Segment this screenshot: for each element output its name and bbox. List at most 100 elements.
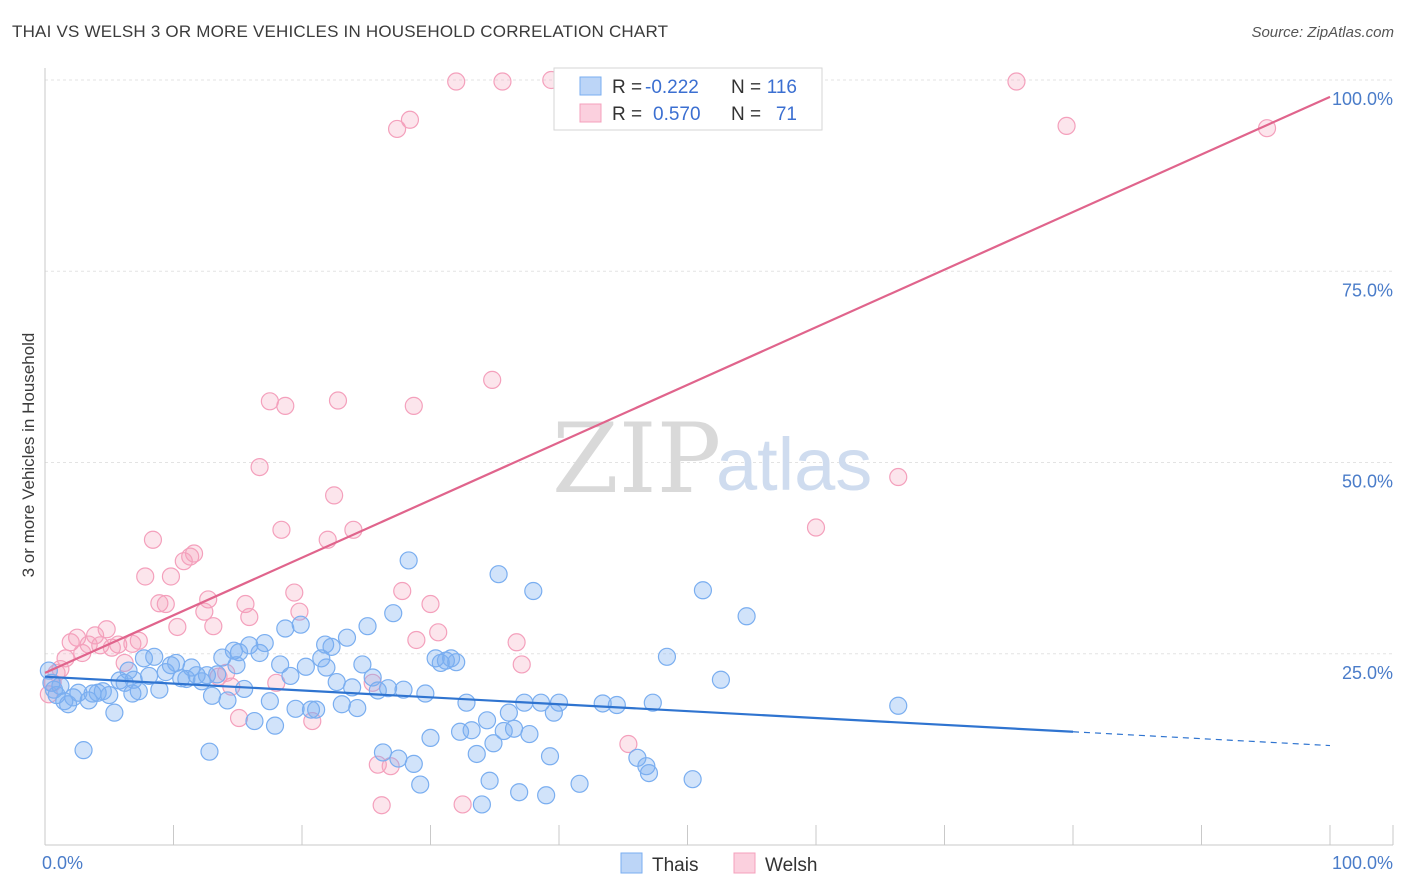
thais-point: [520, 724, 539, 744]
thais-point: [683, 770, 702, 789]
thais-point: [327, 672, 346, 692]
thais-point: [202, 686, 222, 705]
thais-point: [208, 665, 227, 684]
welsh-point: [483, 370, 502, 389]
bottom-legend-swatch-welsh: [733, 852, 756, 874]
welsh-point: [303, 711, 322, 731]
thais-point: [399, 551, 418, 570]
legend-n-value-welsh: 71: [776, 104, 797, 125]
thais-point: [291, 615, 310, 634]
thais-point: [537, 786, 556, 805]
thais-point: [737, 607, 756, 626]
welsh-point: [129, 631, 148, 650]
welsh-point: [250, 457, 269, 477]
thais-point: [260, 692, 279, 711]
thais-point: [227, 656, 246, 675]
trend-lines: [44, 95, 1331, 747]
thais-point: [317, 658, 336, 677]
thais-point: [307, 700, 326, 719]
bottom-legend-label-welsh: Welsh: [765, 855, 817, 876]
chart-title: THAI VS WELSH 3 OR MORE VEHICLES IN HOUS…: [12, 22, 669, 41]
welsh-point: [453, 795, 472, 814]
thais-point: [69, 683, 88, 702]
welsh-point: [421, 594, 440, 614]
bottom-legend-swatch-thais: [620, 852, 643, 874]
y-tick-labels: 25.0% 50.0% 75.0% 100.0%: [1332, 89, 1393, 683]
thais-point: [343, 678, 362, 697]
legend-n-value-thais: 116: [767, 77, 797, 98]
thais-point: [549, 693, 569, 712]
y-tick-label: 25.0%: [1342, 663, 1393, 683]
welsh-point: [407, 630, 426, 650]
thais-point: [472, 795, 491, 814]
thais-point: [100, 685, 119, 705]
thais-point: [316, 635, 335, 654]
thais-point: [504, 719, 524, 738]
thais-point: [105, 703, 124, 722]
thais-point: [889, 696, 908, 715]
thais-point: [484, 734, 503, 753]
thais-point: [394, 680, 413, 699]
thais-point: [250, 643, 269, 663]
x-tick-label-max: 100.0%: [1332, 853, 1393, 873]
thais-point: [477, 711, 497, 730]
correlation-legend: R = -0.222 N = 116 R = 0.570 N = 71: [553, 67, 823, 131]
y-axis-label: 3 or more Vehicles in Household: [19, 333, 38, 578]
thais-trend-extension: [1072, 731, 1331, 747]
thais-point: [353, 655, 372, 674]
thais-point: [197, 666, 217, 685]
welsh-point: [290, 602, 309, 621]
source-credit: Source: ZipAtlas.com: [1251, 24, 1394, 41]
thais-point: [510, 783, 529, 802]
welsh-point: [429, 623, 448, 642]
thais-point: [150, 680, 169, 699]
welsh-point: [272, 520, 291, 539]
welsh-point: [86, 626, 105, 645]
thais-point: [447, 653, 466, 672]
welsh-point: [512, 655, 531, 674]
welsh-point: [276, 396, 295, 415]
welsh-point: [260, 392, 279, 411]
legend-n-label-thais: N =: [731, 77, 761, 98]
thais-points: [39, 551, 908, 814]
thais-point: [384, 604, 403, 623]
thais-point: [480, 771, 499, 790]
welsh-point: [387, 119, 407, 139]
thais-point: [378, 679, 398, 698]
thais-point: [643, 693, 662, 712]
welsh-point: [507, 633, 526, 652]
thais-point: [265, 716, 285, 735]
thais-point: [358, 617, 377, 636]
thais-point: [124, 670, 143, 689]
thais-point: [711, 670, 731, 689]
thais-point: [457, 693, 476, 712]
y-tick-label: 75.0%: [1342, 280, 1393, 300]
thais-point: [245, 711, 264, 731]
thais-point: [404, 754, 423, 774]
welsh-point: [240, 607, 259, 627]
welsh-point: [325, 486, 344, 505]
welsh-point: [168, 617, 187, 637]
y-tick-label: 100.0%: [1332, 89, 1393, 109]
thais-point: [639, 763, 659, 783]
welsh-point: [381, 757, 400, 776]
legend-swatch-thais: [579, 76, 602, 96]
thais-point: [540, 747, 560, 766]
x-tick-label-min: 0.0%: [42, 853, 83, 873]
axes: [44, 68, 1394, 846]
thais-point: [235, 679, 254, 699]
welsh-point: [404, 396, 423, 415]
welsh-point: [285, 583, 304, 602]
welsh-point: [328, 391, 348, 410]
thais-point: [240, 636, 259, 655]
thais-point: [74, 741, 93, 760]
thais-point: [255, 633, 274, 653]
thais-point: [337, 628, 357, 647]
thais-point: [281, 666, 300, 686]
thais-point: [301, 700, 321, 719]
thais-point: [467, 744, 486, 764]
welsh-point: [1007, 72, 1026, 91]
legend-r-value-thais: -0.222: [645, 77, 699, 98]
thais-point: [421, 728, 440, 748]
